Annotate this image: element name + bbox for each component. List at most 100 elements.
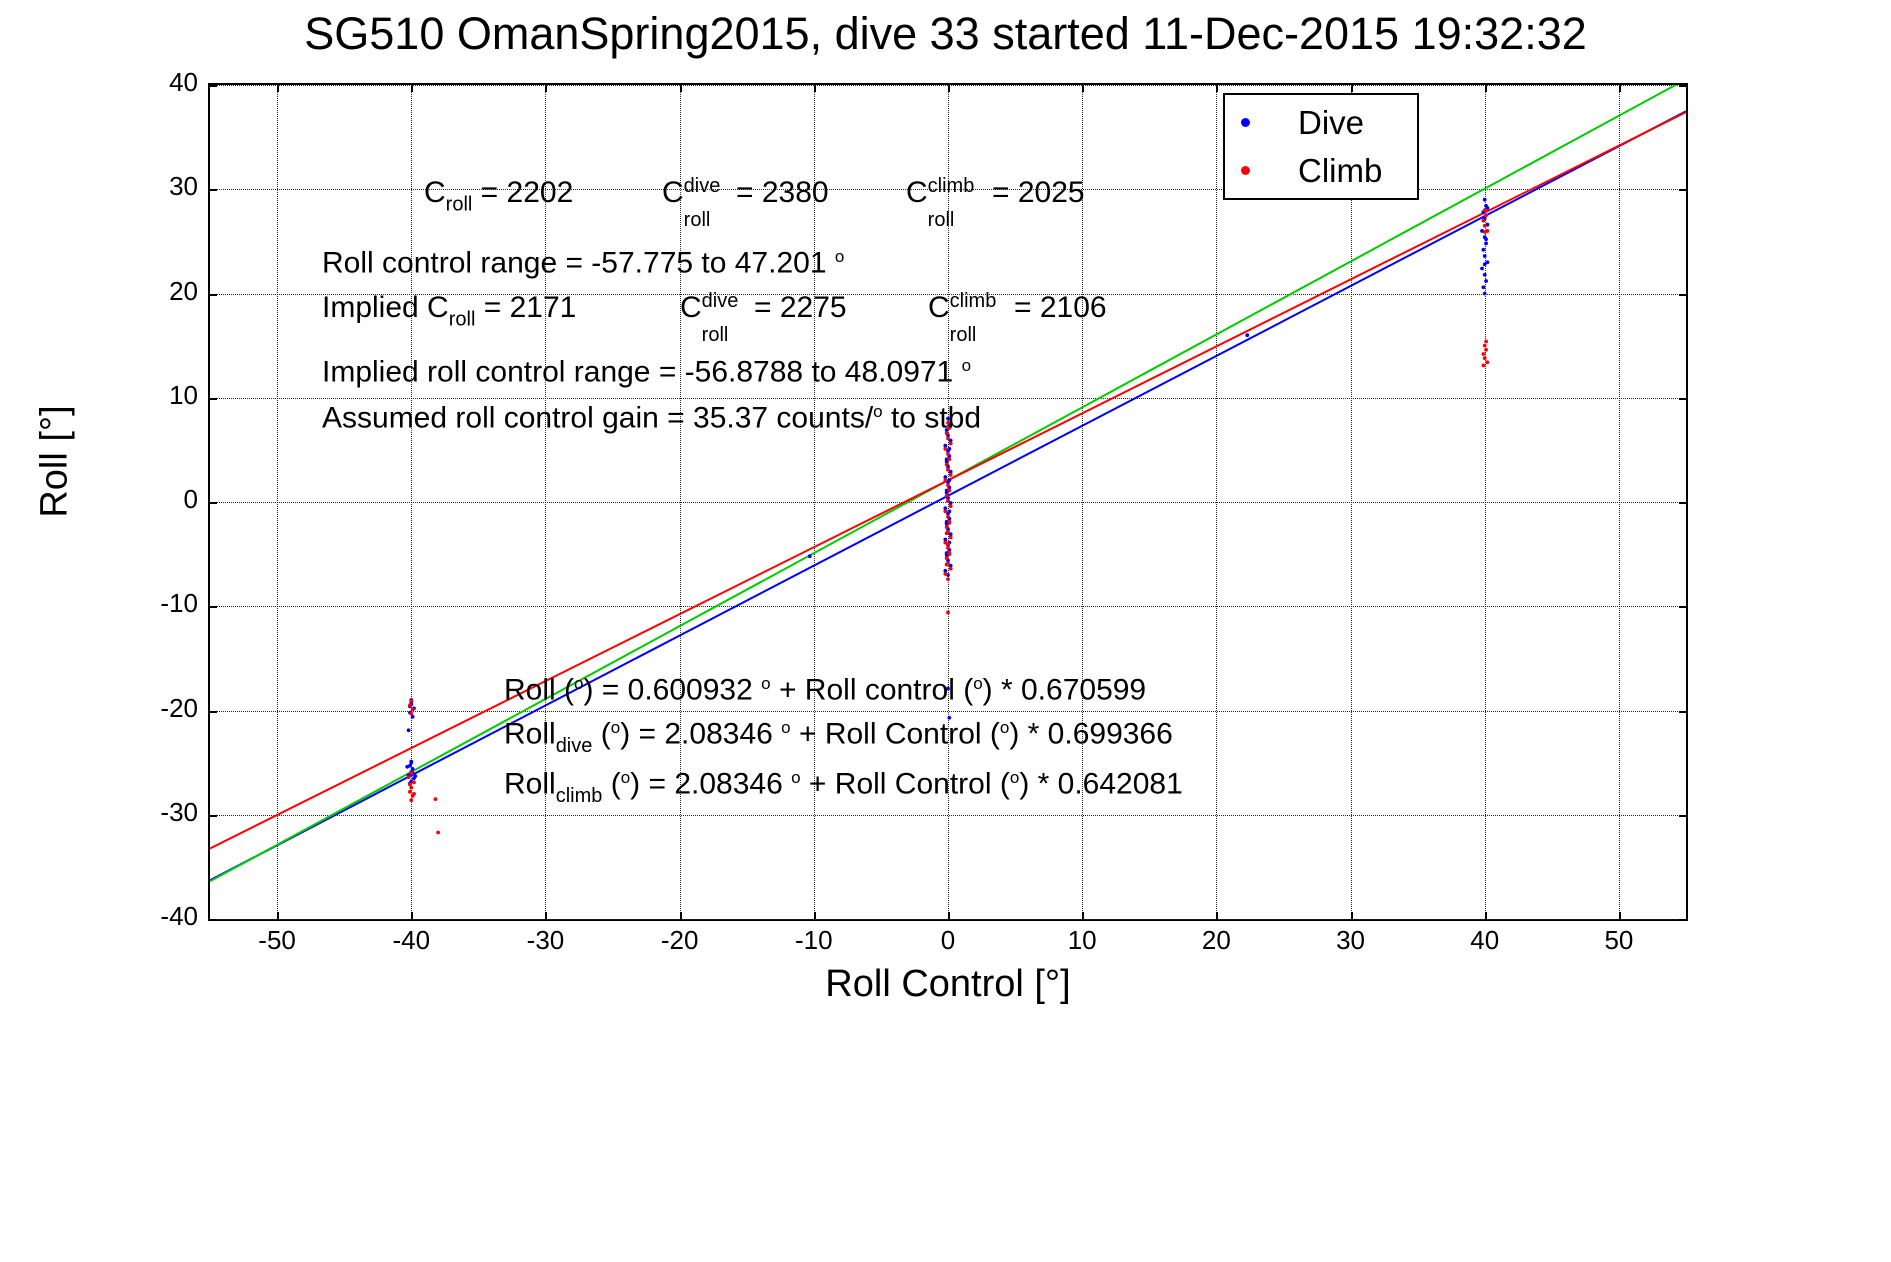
data-point bbox=[944, 556, 949, 561]
axis-tick bbox=[813, 912, 816, 919]
data-point bbox=[948, 469, 953, 474]
fit-climb-part3: ) = 2.08346 bbox=[630, 767, 792, 801]
data-point bbox=[946, 452, 950, 456]
x-tick-label: 10 bbox=[1067, 925, 1097, 955]
fit-climb-subscript: climb bbox=[555, 784, 603, 807]
data-point bbox=[409, 771, 414, 775]
data-point bbox=[1484, 237, 1488, 242]
y-tick-label: -10 bbox=[160, 588, 198, 619]
annotation-implied-croll: Implied Croll = 2171 bbox=[322, 291, 576, 331]
data-point bbox=[1245, 333, 1250, 338]
croll-dive-superscript: dive bbox=[683, 175, 721, 197]
data-point bbox=[1482, 343, 1487, 348]
data-point bbox=[948, 535, 953, 540]
equation-fit-dive: Rolldive (o) = 2.08346 o + Roll Control … bbox=[504, 719, 1173, 756]
data-point bbox=[412, 792, 416, 796]
croll-climb-superscript: climb bbox=[927, 175, 975, 197]
fit-dive-part3: ) = 2.08346 bbox=[620, 717, 782, 751]
croll-dive-subscript: roll bbox=[683, 209, 711, 231]
axis-tick bbox=[1216, 85, 1219, 92]
data-point bbox=[1481, 363, 1486, 368]
legend-item-dive[interactable]: Dive bbox=[1225, 99, 1417, 147]
data-point bbox=[948, 563, 953, 568]
grid-line-horizontal bbox=[210, 189, 1686, 191]
data-point bbox=[1482, 230, 1487, 234]
croll-dive-value: = 2380 bbox=[727, 176, 829, 209]
data-point bbox=[946, 686, 950, 691]
data-point bbox=[1485, 206, 1490, 210]
axis-tick bbox=[1618, 912, 1621, 919]
data-point bbox=[409, 760, 414, 765]
data-point bbox=[946, 499, 950, 503]
axis-tick bbox=[1679, 397, 1686, 400]
data-point bbox=[943, 443, 948, 448]
data-point bbox=[410, 766, 415, 771]
y-tick-label: 10 bbox=[169, 379, 198, 410]
axis-tick bbox=[411, 85, 414, 92]
axis-tick bbox=[1082, 85, 1085, 92]
series-climb bbox=[406, 208, 1490, 835]
axis-tick bbox=[210, 85, 217, 87]
degree-symbol: o bbox=[574, 674, 584, 693]
data-point bbox=[947, 715, 952, 720]
annotation-croll: Croll = 2202 bbox=[424, 176, 574, 215]
data-point bbox=[944, 525, 949, 529]
fit-dive-part4: + Roll Control ( bbox=[790, 717, 1000, 751]
axis-tick bbox=[210, 606, 217, 609]
annotation-implied-range: Implied roll control range = -56.8788 to… bbox=[322, 357, 971, 388]
implied-range-text: Implied roll control range = -56.8788 to… bbox=[322, 355, 962, 389]
x-tick-label: 40 bbox=[1470, 925, 1500, 955]
roll-control-range-text: Roll control range = -57.775 to 47.201 bbox=[322, 246, 835, 280]
axis-tick bbox=[277, 85, 280, 92]
implied-croll-prefix: Implied C bbox=[322, 291, 449, 324]
axis-tick bbox=[1679, 502, 1686, 504]
data-point bbox=[408, 782, 412, 787]
croll-symbol: C bbox=[424, 176, 446, 209]
fit-all-part1: Roll ( bbox=[504, 673, 575, 707]
data-point bbox=[1481, 247, 1486, 252]
x-tick-label: -30 bbox=[526, 925, 565, 955]
data-point bbox=[436, 830, 441, 835]
data-point bbox=[409, 699, 414, 704]
degree-symbol: o bbox=[781, 718, 791, 737]
grid-line-horizontal bbox=[210, 606, 1686, 608]
croll-climb-symbol: C bbox=[906, 176, 928, 209]
legend-item-climb[interactable]: Climb bbox=[1225, 147, 1417, 195]
fit-all-part3: + Roll control ( bbox=[770, 673, 974, 707]
fit-dive-part2: ( bbox=[592, 717, 611, 751]
axis-tick bbox=[679, 85, 682, 92]
data-point bbox=[944, 488, 949, 493]
implied-climb-subscript: roll bbox=[949, 324, 977, 346]
data-point bbox=[947, 426, 952, 430]
axis-tick bbox=[210, 293, 217, 296]
axis-tick bbox=[1618, 85, 1621, 92]
scatter-points bbox=[405, 197, 1490, 835]
croll-value: = 2202 bbox=[472, 176, 574, 209]
axis-tick bbox=[277, 912, 280, 919]
implied-dive-value: = 2275 bbox=[745, 291, 847, 324]
y-tick-label: -30 bbox=[160, 796, 198, 827]
x-tick-label: -20 bbox=[660, 925, 699, 955]
data-point bbox=[409, 711, 414, 716]
data-point bbox=[944, 431, 949, 436]
assumed-gain-suffix: to stbd bbox=[882, 401, 982, 435]
data-point bbox=[1484, 213, 1488, 218]
x-tick-label: -10 bbox=[795, 925, 833, 955]
degree-symbol: o bbox=[1009, 768, 1020, 787]
implied-climb-value: = 2106 bbox=[1005, 291, 1107, 324]
data-point bbox=[1482, 254, 1487, 258]
data-point bbox=[947, 509, 952, 514]
data-point bbox=[1484, 339, 1488, 344]
axis-tick bbox=[210, 502, 217, 504]
data-point bbox=[410, 714, 415, 719]
axis-tick bbox=[210, 814, 217, 817]
data-point bbox=[944, 493, 949, 498]
axis-tick bbox=[1350, 85, 1353, 92]
y-tick-label: 40 bbox=[169, 67, 198, 97]
data-point bbox=[1482, 262, 1487, 267]
implied-croll-subscript: roll bbox=[448, 308, 476, 331]
legend-label-climb: Climb bbox=[1298, 151, 1383, 189]
fit-climb-part1: Roll bbox=[504, 767, 556, 801]
axis-tick bbox=[210, 919, 217, 921]
